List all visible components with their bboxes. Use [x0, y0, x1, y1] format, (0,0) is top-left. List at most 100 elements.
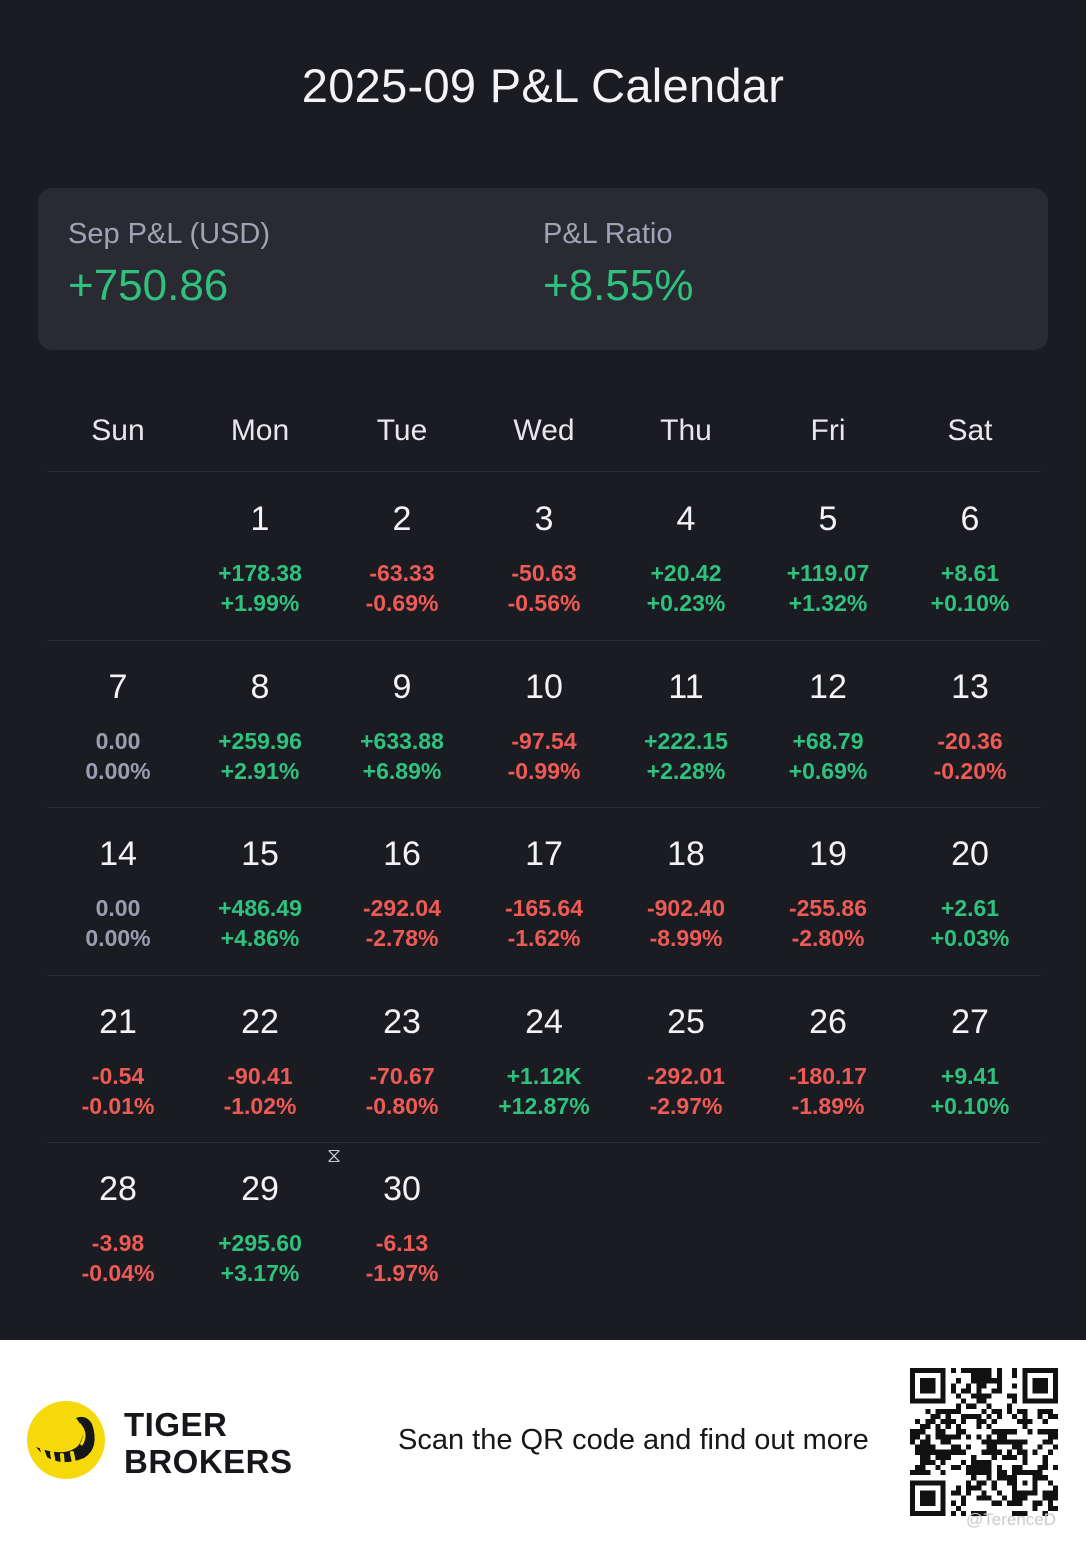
calendar-day-cell[interactable]: 8 +259.96 +2.91% [189, 641, 331, 808]
day-pl-percent: -1.62% [507, 925, 581, 951]
calendar-day-cell[interactable]: 11 +222.15 +2.28% [615, 641, 757, 808]
day-number: 24 [525, 1002, 563, 1041]
weekday-label: Tue [376, 414, 428, 447]
day-pl-percent: +1.32% [788, 590, 868, 616]
calendar-day-cell[interactable]: 14 0.00 0.00% [47, 808, 189, 975]
calendar-day-cell[interactable]: 16 -292.04 -2.78% [331, 808, 473, 975]
day-pl-value: +119.07 [786, 560, 870, 586]
day-pl-percent: 0.00% [85, 757, 151, 784]
day-number: 13 [951, 667, 989, 706]
page-title: 2025-09 P&L Calendar [301, 59, 785, 112]
calendar-day-cell[interactable]: 4 +20.42 +0.23% [615, 473, 757, 640]
calendar-day-cell[interactable]: 22 -90.41 -1.02% [189, 976, 331, 1143]
calendar-day-cell[interactable]: 27 +9.41 +0.10% [899, 976, 1041, 1143]
day-number: 14 [99, 835, 137, 873]
calendar-empty-cell [615, 1143, 757, 1311]
day-pl-value: +2.61 [940, 895, 1000, 921]
day-number: 7 [108, 667, 128, 706]
calendar-empty-cell [47, 473, 189, 640]
calendar-day-cell[interactable]: 18 -902.40 -8.99% [615, 808, 757, 975]
day-pl-value: +633.88 [360, 727, 444, 754]
day-number: 26 [809, 1002, 847, 1041]
day-pl-value: +295.60 [218, 1230, 302, 1256]
calendar-day-cell[interactable]: 15 +486.49 +4.86% [189, 808, 331, 975]
qr-code-icon[interactable] [910, 1368, 1058, 1516]
calendar-day-cell[interactable]: 21 -0.54 -0.01% [47, 976, 189, 1143]
calendar-day-cell[interactable]: 5 +119.07 +1.32% [757, 473, 899, 640]
calendar-day-cell[interactable]: 3 -50.63 -0.56% [473, 473, 615, 640]
day-pl-percent: +12.87% [498, 1092, 590, 1119]
monthly-summary-card: Sep P&L (USD) +750.86 P&L Ratio +8.55% [38, 188, 1048, 350]
calendar-day-cell[interactable]: 17 -165.64 -1.62% [473, 808, 615, 975]
day-pl-value: -50.63 [511, 560, 577, 586]
calendar-day-cell[interactable]: 24 +1.12K +12.87% [473, 976, 615, 1143]
calendar-empty-cell [757, 1143, 899, 1311]
day-number: 20 [951, 835, 989, 873]
day-pl-percent: +0.10% [930, 590, 1010, 616]
calendar-day-cell[interactable]: 10 -97.54 -0.99% [473, 641, 615, 808]
day-pl-value: -0.54 [91, 1062, 145, 1089]
day-number: 23 [383, 1002, 421, 1041]
weekday-label: Wed [513, 414, 575, 447]
day-pl-percent: 0.00% [85, 925, 151, 951]
monthly-pl-value: +750.86 [68, 261, 229, 310]
scan-prompt: Scan the QR code and find out more [398, 1424, 869, 1456]
day-pl-percent: -8.99% [649, 925, 723, 951]
day-pl-percent: +2.28% [646, 757, 726, 784]
calendar-day-cell[interactable]: 29 +295.60 +3.17% [189, 1143, 331, 1311]
day-pl-value: -292.01 [646, 1062, 725, 1089]
weekday-label: Fri [810, 414, 846, 447]
day-number: 9 [392, 667, 412, 706]
day-pl-percent: -1.02% [223, 1092, 297, 1119]
calendar-day-cell[interactable]: 26 -180.17 -1.89% [757, 976, 899, 1143]
calendar-day-cell[interactable]: 2 -63.33 -0.69% [331, 473, 473, 640]
day-pl-percent: -0.69% [365, 590, 439, 616]
calendar-day-cell[interactable]: 20 +2.61 +0.03% [899, 808, 1041, 975]
calendar-day-cell[interactable]: 28 -3.98 -0.04% [47, 1143, 189, 1311]
tiger-logo-icon [27, 1401, 105, 1479]
day-pl-value: -6.13 [375, 1230, 429, 1256]
day-pl-percent: +6.89% [362, 757, 442, 784]
day-number: 19 [809, 835, 847, 873]
day-pl-percent: +0.10% [930, 1092, 1010, 1119]
day-pl-percent: +0.23% [646, 590, 726, 616]
day-pl-percent: -0.80% [365, 1092, 439, 1119]
day-pl-value: -70.67 [369, 1062, 435, 1089]
day-number: 12 [809, 667, 847, 706]
day-pl-value: -165.64 [504, 895, 583, 921]
day-pl-value: +222.15 [644, 727, 728, 754]
calendar-empty-cell [899, 1143, 1041, 1311]
calendar-day-cell[interactable]: 13 -20.36 -0.20% [899, 641, 1041, 808]
day-number: 30 [383, 1170, 421, 1208]
day-number: 10 [525, 667, 563, 706]
calendar-day-cell[interactable]: 19 -255.86 -2.80% [757, 808, 899, 975]
day-pl-percent: -2.80% [791, 925, 865, 951]
hourglass-icon: ⧖ [327, 1145, 342, 1167]
day-number: 28 [99, 1170, 137, 1208]
calendar-week-row: 21 -0.54 -0.01% 22 -90.41 -1.02% 23 -70.67 -0.80… [47, 976, 1041, 1143]
calendar-day-cell[interactable]: 1 +178.38 +1.99% [189, 473, 331, 640]
calendar-grid: 1 +178.38 +1.99% 2 -63.33 -0.69% 3 -50.63 -0.56%… [47, 473, 1041, 1311]
calendar-day-cell[interactable]: 25 -292.01 -2.97% [615, 976, 757, 1143]
calendar-day-cell[interactable]: 7 0.00 0.00% [47, 641, 189, 808]
calendar-day-cell[interactable]: 9 +633.88 +6.89% [331, 641, 473, 808]
day-pl-value: +1.12K [506, 1062, 582, 1089]
day-number: 4 [676, 500, 696, 538]
calendar-day-cell[interactable]: ⧖ 30 -6.13 -1.97% [327, 1143, 473, 1311]
day-pl-percent: -2.78% [365, 925, 439, 951]
calendar-week-row: 7 0.00 0.00% 8 +259.96 +2.91% 9 +633.88 +6.89% 10… [47, 641, 1041, 808]
calendar-day-cell[interactable]: 23 -70.67 -0.80% [331, 976, 473, 1143]
calendar-day-cell[interactable]: 6 +8.61 +0.10% [899, 473, 1041, 640]
weekday-label: Sun [91, 414, 145, 447]
day-pl-percent: -0.04% [81, 1260, 155, 1286]
brand-line-1: TIGER [124, 1406, 228, 1443]
day-pl-value: 0.00 [95, 727, 141, 754]
weekday-label: Mon [230, 414, 290, 447]
calendar-week-row: 1 +178.38 +1.99% 2 -63.33 -0.69% 3 -50.63 -0.56%… [47, 473, 1041, 641]
calendar-empty-cell [473, 1143, 615, 1311]
day-pl-value: +178.38 [218, 560, 302, 586]
day-pl-percent: +0.03% [930, 925, 1010, 951]
calendar-day-cell[interactable]: 12 +68.79 +0.69% [757, 641, 899, 808]
pl-ratio-block: P&L Ratio +8.55% [543, 218, 693, 311]
day-pl-percent: -2.97% [649, 1092, 723, 1119]
